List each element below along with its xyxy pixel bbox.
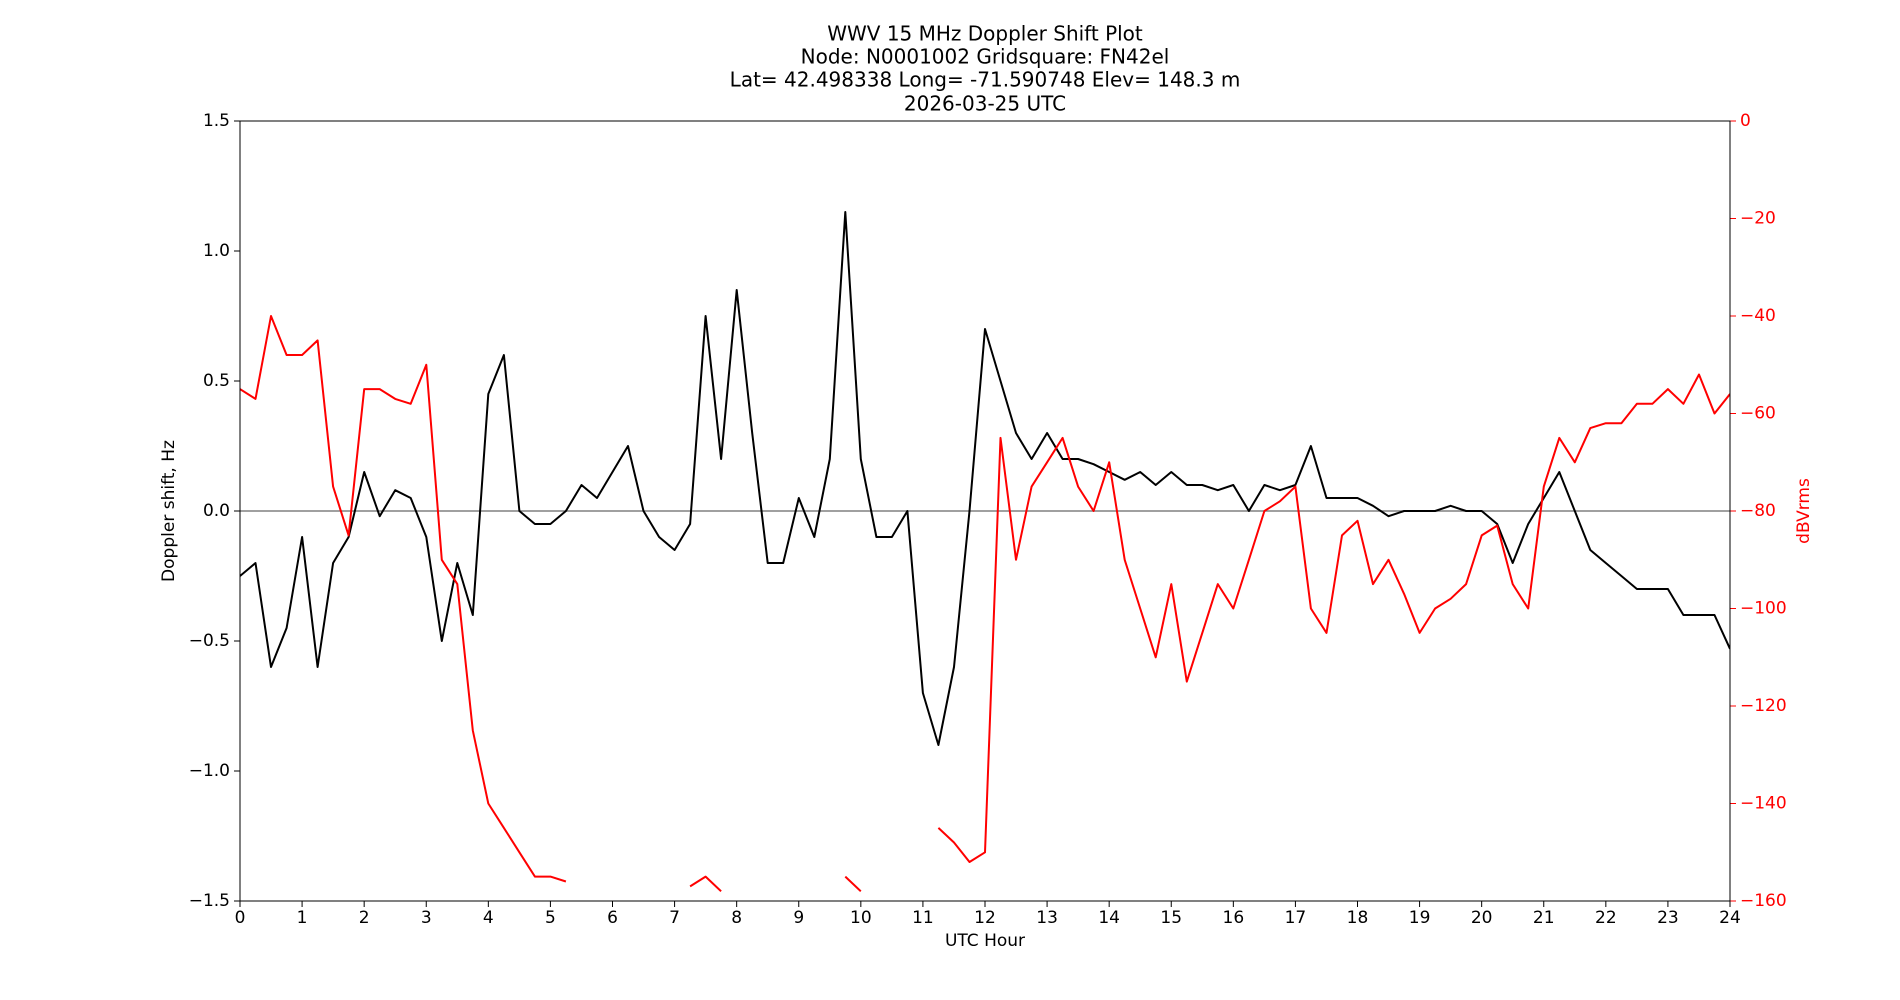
x-tick-label: 24 xyxy=(1719,908,1741,928)
x-tick-label: 11 xyxy=(912,908,934,928)
y-tick-label: −1.5 xyxy=(189,891,230,911)
x-tick-label: 9 xyxy=(793,908,804,928)
x-tick-label: 14 xyxy=(1098,908,1120,928)
x-tick-label: 13 xyxy=(1036,908,1058,928)
y-tick-label: 1.0 xyxy=(203,241,230,261)
y2-tick-label: −160 xyxy=(1740,891,1787,911)
x-tick-label: 15 xyxy=(1160,908,1182,928)
x-tick-label: 17 xyxy=(1285,908,1307,928)
y2-tick-label: −100 xyxy=(1740,599,1787,619)
x-tick-label: 21 xyxy=(1533,908,1555,928)
x-tick-label: 19 xyxy=(1409,908,1431,928)
x-tick-label: 20 xyxy=(1471,908,1493,928)
y2-tick-label: −140 xyxy=(1740,794,1787,814)
y2-axis-label: dBVrms xyxy=(1794,478,1814,544)
x-tick-label: 2 xyxy=(359,908,370,928)
x-tick-label: 5 xyxy=(545,908,556,928)
x-tick-label: 0 xyxy=(235,908,246,928)
y-tick-label: 0.0 xyxy=(203,501,230,521)
y2-tick-label: −60 xyxy=(1740,404,1776,424)
y2-tick-label: 0 xyxy=(1740,111,1751,131)
x-tick-label: 10 xyxy=(850,908,872,928)
title-line: Node: N0001002 Gridsquare: FN42el xyxy=(801,45,1170,69)
y2-tick-label: −40 xyxy=(1740,306,1776,326)
plot-frame xyxy=(239,120,1731,902)
x-tick-label: 18 xyxy=(1347,908,1369,928)
y2-tick-label: −80 xyxy=(1740,501,1776,521)
x-tick-label: 22 xyxy=(1595,908,1617,928)
x-tick-label: 6 xyxy=(607,908,618,928)
x-tick-label: 4 xyxy=(483,908,494,928)
x-tick-label: 23 xyxy=(1657,908,1679,928)
x-tick-label: 7 xyxy=(669,908,680,928)
y-tick-label: −0.5 xyxy=(189,631,230,651)
y-tick-label: −1.0 xyxy=(189,761,230,781)
series-line xyxy=(240,315,1730,893)
y2-tick-label: −20 xyxy=(1740,209,1776,229)
y-tick-label: 0.5 xyxy=(203,371,230,391)
x-tick-label: 12 xyxy=(974,908,996,928)
title-line: WWV 15 MHz Doppler Shift Plot xyxy=(827,22,1143,46)
series-line xyxy=(240,211,1730,746)
y2-tick-label: −120 xyxy=(1740,696,1787,716)
x-axis-label: UTC Hour xyxy=(945,931,1025,951)
x-tick-label: 8 xyxy=(731,908,742,928)
x-tick-label: 16 xyxy=(1223,908,1245,928)
y-axis-label: Doppler shift, Hz xyxy=(159,440,179,582)
title-line: 2026-03-25 UTC xyxy=(904,92,1066,116)
x-tick-label: 1 xyxy=(297,908,308,928)
title-line: Lat= 42.498338 Long= -71.590748 Elev= 14… xyxy=(730,68,1241,92)
y-tick-label: 1.5 xyxy=(203,111,230,131)
x-tick-label: 3 xyxy=(421,908,432,928)
